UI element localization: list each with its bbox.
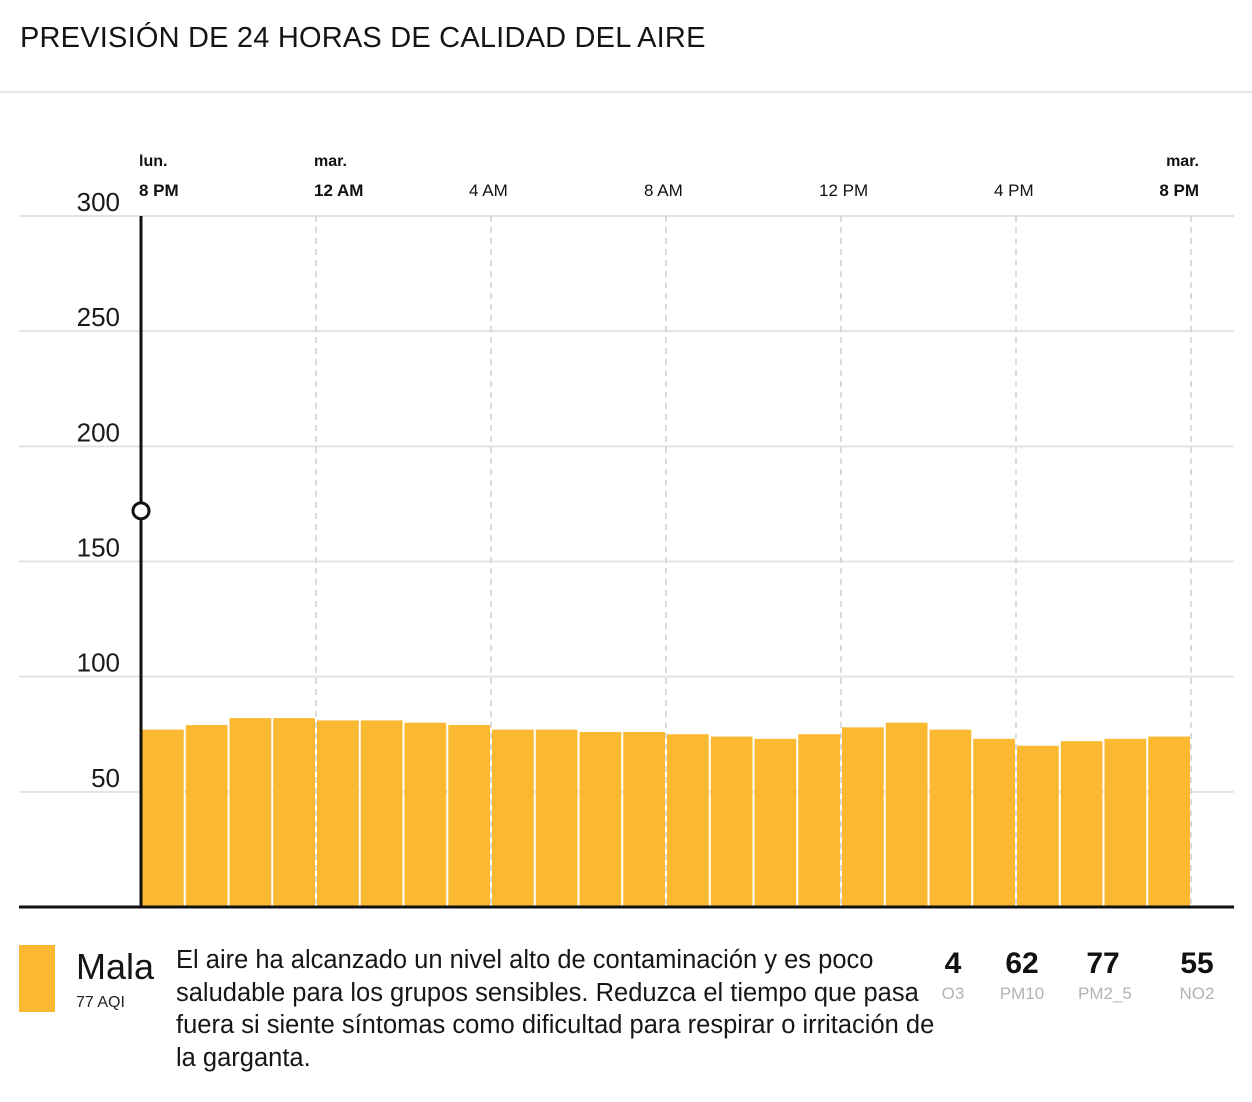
pollutant-name: NO2 [1179,984,1215,1003]
aqi-bar [885,722,928,907]
legend: Mala 77 AQI El aire ha alcanzado un nive… [0,930,1252,1100]
aqi-bar [667,734,709,907]
x-tick-time-label: 8 AM [644,181,683,200]
x-tick-time-label: 12 AM [314,181,363,200]
x-tick-time-label: 12 PM [819,181,868,200]
pollutant-value: 4 [944,947,962,980]
y-tick-label: 100 [77,648,120,678]
pollutant-value: 55 [1180,947,1214,980]
y-tick-label: 250 [77,302,120,332]
aqi-forecast-chart: 50 100 150 200 250 300 lun. 8 PM mar. 12 AM 4 AM 8 … [19,153,1234,909]
x-tick-time-label: 4 AM [469,181,508,200]
aqi-bar [710,736,753,907]
pollutant-name: O3 [941,984,965,1003]
current-value-marker [131,501,151,521]
aqi-bar [142,729,184,907]
aqi-bar [448,725,490,907]
y-tick-label: 200 [77,417,120,447]
aqi-bar [929,729,972,907]
x-tick-day-label: mar. [314,153,347,170]
aqi-bar [842,727,884,907]
pollutant-value: 62 [1005,947,1039,980]
aqi-bar [360,720,403,907]
aqi-bar [404,722,447,907]
aqi-bar [1148,736,1190,907]
pollutant-name: PM2_5 [1078,984,1132,1003]
aqi-bar [492,729,534,907]
pollutant-no2: 55 NO2 [1172,946,1222,1004]
aqi-bar [317,720,359,907]
title-divider [0,91,1252,93]
aqi-bar [1017,745,1059,907]
aqi-bar [798,734,840,907]
health-advice-text: El aire ha alcanzado un nivel alto de co… [176,946,935,1072]
aqi-bar [273,718,315,907]
aqi-bar [229,718,272,907]
aqi-bar [623,731,665,907]
page-title: PREVISIÓN DE 24 HORAS DE CALIDAD DEL AIR… [20,22,706,54]
aqi-color-swatch [19,945,55,1012]
y-tick-label: 50 [91,763,120,793]
aqi-value-label: 77 AQI [76,994,125,1011]
aqi-bar [1104,738,1147,907]
pollutant-name: PM10 [999,984,1045,1003]
x-tick-time-label: 8 PM [139,181,179,200]
pollutant-pm2-5: 77 PM2_5 [1078,946,1132,1004]
aqi-bar [579,731,622,907]
x-tick-day-label: lun. [139,153,167,170]
x-tick-time-label: 8 PM [1159,181,1199,200]
aqi-level-label: Mala [76,946,155,987]
pollutant-o3: 4 O3 [932,946,974,1004]
y-tick-label: 300 [77,187,120,217]
x-tick-day-label: mar. [1166,153,1199,170]
aqi-bar [535,729,578,907]
aqi-bar [1060,741,1103,907]
aqi-bar [185,725,228,907]
aqi-bar [754,738,797,907]
pollutant-pm10: 62 PM10 [996,946,1048,1004]
pollutant-value: 77 [1086,947,1120,980]
aqi-bar [973,738,1015,907]
x-tick-time-label: 4 PM [994,181,1034,200]
y-tick-label: 150 [77,533,120,563]
